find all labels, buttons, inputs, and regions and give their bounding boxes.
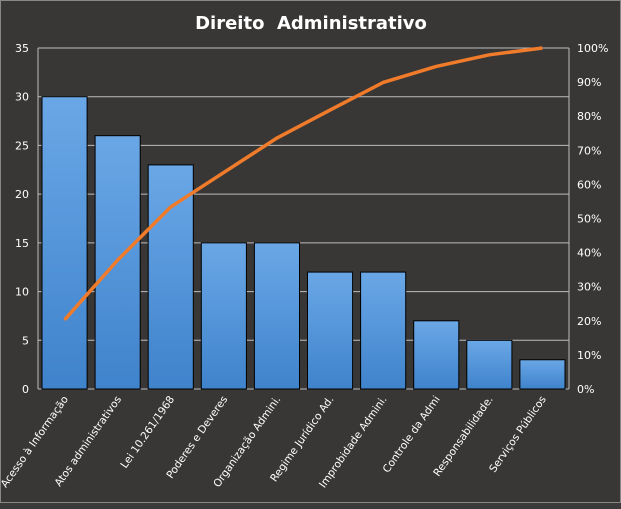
y-tick-label: 30 xyxy=(15,91,29,104)
cumulative-line xyxy=(63,46,543,321)
y2-tick-label: 60% xyxy=(577,178,601,191)
line-point xyxy=(170,206,172,208)
bar xyxy=(413,320,460,390)
bar xyxy=(307,271,354,390)
y2-tick-label: 50% xyxy=(577,213,601,226)
y2-tick-label: 30% xyxy=(577,281,601,294)
x-tick-label: Controle da Admi xyxy=(381,394,443,475)
x-tick-label: Serviços Públicos xyxy=(487,394,549,475)
line-point xyxy=(541,47,543,49)
bar xyxy=(253,242,300,390)
y2-tick-label: 70% xyxy=(577,144,601,157)
x-tick-label: Responsabilidade. xyxy=(431,394,496,479)
y-tick-label: 20 xyxy=(15,188,29,201)
y-tick-label: 5 xyxy=(22,334,29,347)
line-point xyxy=(488,54,490,56)
y2-tick-label: 100% xyxy=(577,42,608,55)
y-tick-label: 35 xyxy=(15,42,29,55)
line-point xyxy=(435,65,437,67)
x-tick-label: Poderes e Deveres xyxy=(164,394,230,481)
line-point xyxy=(223,171,225,173)
y2-tick-label: 90% xyxy=(577,76,601,89)
line-point xyxy=(329,109,331,111)
y-tick-label: 25 xyxy=(15,139,29,152)
line-point xyxy=(382,81,384,83)
y2-tick-label: 80% xyxy=(577,110,601,123)
y-tick-label: 15 xyxy=(15,237,29,250)
bar xyxy=(466,339,513,390)
bar xyxy=(360,271,407,390)
y2-tick-label: 20% xyxy=(577,315,601,328)
y2-tick-label: 0% xyxy=(577,383,594,396)
y-tick-label: 0 xyxy=(22,383,29,396)
y-tick-label: 10 xyxy=(15,286,29,299)
bar xyxy=(200,242,247,390)
x-tick-label: Lei 10.261/1968 xyxy=(118,394,177,471)
bar xyxy=(41,96,88,390)
line-point xyxy=(276,137,278,139)
line-point xyxy=(117,259,119,261)
y2-tick-label: 10% xyxy=(577,349,601,362)
line-point xyxy=(64,319,66,321)
chart-title: Direito Administrativo xyxy=(195,13,427,34)
bar xyxy=(519,359,566,390)
bar xyxy=(147,164,194,390)
y2-tick-label: 40% xyxy=(577,247,601,260)
